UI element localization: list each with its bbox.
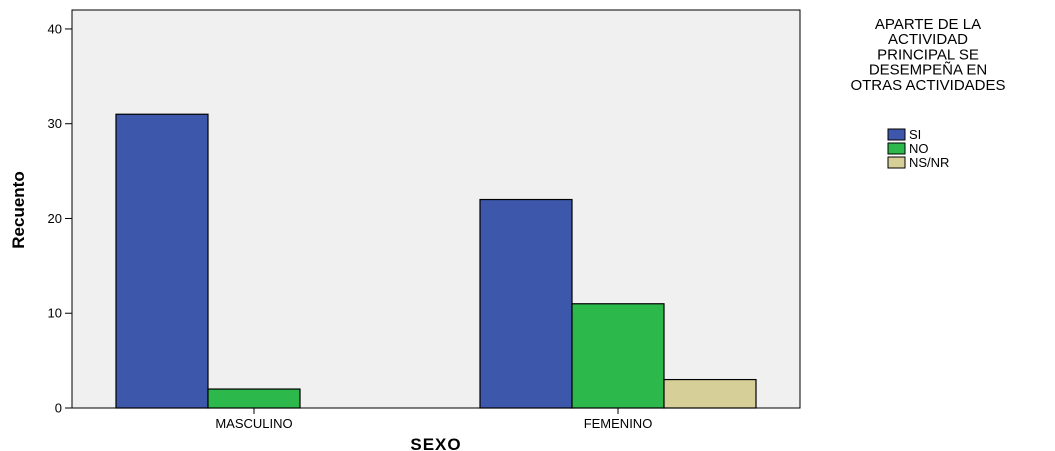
y-axis-title: Recuento <box>9 171 28 248</box>
x-axis-title: SEXO <box>410 435 461 451</box>
y-tick-label: 30 <box>48 116 62 131</box>
bar-ns-nr-femenino <box>663 378 757 409</box>
legend-swatch <box>887 142 906 155</box>
y-axis: 0 10 20 30 40 <box>48 21 72 416</box>
bar-no-masculino <box>207 388 301 409</box>
legend: APARTE DE LA ACTIVIDAD PRINCIPAL SE DESEMPE… <box>850 16 1005 170</box>
legend-title: APARTE DE LA ACTIVIDAD PRINCIPAL SE DESEMPE… <box>850 16 1005 94</box>
legend-label: SI <box>909 127 921 142</box>
bar-no-femenino <box>571 303 665 409</box>
y-tick-label: 20 <box>48 211 62 226</box>
legend-title-line: DESEMPEÑA EN <box>869 62 987 79</box>
x-tick-label: MASCULINO <box>215 416 292 431</box>
y-tick-label: 0 <box>55 401 62 416</box>
x-axis: MASCULINO FEMENINO <box>215 408 652 431</box>
bar-si-femenino <box>479 198 573 409</box>
x-tick-label: FEMENINO <box>584 416 653 431</box>
legend-title-line: ACTIVIDAD <box>888 31 968 48</box>
legend-title-line: PRINCIPAL SE <box>877 46 979 63</box>
y-tick-label: 10 <box>48 306 62 321</box>
legend-swatch <box>887 156 906 169</box>
legend-swatch <box>887 128 906 141</box>
legend-title-line: APARTE DE LA <box>875 16 981 33</box>
bars <box>115 113 757 409</box>
legend-label: NS/NR <box>909 155 949 170</box>
y-tick-label: 40 <box>48 21 62 36</box>
legend-title-line: OTRAS ACTIVIDADES <box>850 77 1005 94</box>
bar-si-masculino <box>115 113 209 409</box>
legend-label: NO <box>909 141 929 156</box>
